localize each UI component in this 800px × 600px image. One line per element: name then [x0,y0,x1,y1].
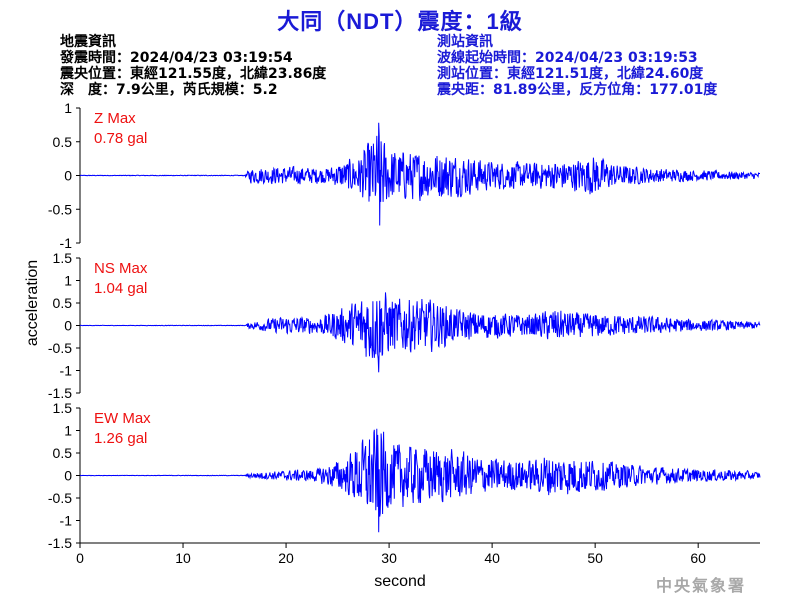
x-tick-label: 30 [381,550,397,566]
depth-magnitude: 深 度：7.9公里，芮氏規模：5.2 [60,82,278,98]
waveform-ew [79,428,761,533]
x-tick-label: 40 [484,550,500,566]
station-info-heading: 測站資訊 [437,34,493,50]
waveform-ns [79,292,761,373]
y-tick-label: 0 [64,468,72,484]
epicentral-distance: 震央距：81.89公里，反方位角：177.01度 [437,82,718,98]
max-label-ew: EW Max [94,410,151,427]
earthquake-info-heading: 地震資訊 [60,34,116,50]
y-tick-label: -1 [60,513,73,529]
station-location: 測站位置：東經121.51度，北緯24.60度 [437,66,704,82]
y-tick-label: 0.5 [53,445,73,461]
y-tick-label: 1 [64,423,72,439]
y-tick-label: 0.5 [53,134,73,150]
agency-name: 中央氣象署 [656,576,747,595]
y-tick-label: -1.5 [48,535,72,551]
max-value-ew: 1.26 gal [94,430,147,447]
y-tick-label: -1 [60,363,73,379]
y-axis-label: acceleration [24,260,41,346]
max-label-ns: NS Max [94,260,148,277]
x-tick-label: 50 [587,550,603,566]
y-tick-label: -1.5 [48,385,72,401]
y-tick-label: 1 [64,273,72,289]
max-label-z: Z Max [94,110,136,127]
y-tick-label: -0.5 [48,340,72,356]
y-tick-label: 0.5 [53,295,73,311]
origin-time: 發震時間：2024/04/23 03:19:54 [60,50,293,66]
epicenter-location: 震央位置：東經121.55度，北緯23.86度 [60,66,327,82]
y-tick-label: 0 [64,318,72,334]
x-tick-label: 20 [278,550,294,566]
y-tick-label: 0 [64,168,72,184]
y-tick-label: 1.5 [53,250,73,266]
x-tick-label: 10 [175,550,191,566]
y-tick-label: -0.5 [48,201,72,217]
max-value-ns: 1.04 gal [94,280,147,297]
y-tick-label: -0.5 [48,490,72,506]
x-tick-label: 0 [76,550,84,566]
x-tick-label: 60 [690,550,706,566]
y-tick-label: 1.5 [53,400,73,416]
waveform-start-time: 波線起始時間：2024/04/23 03:19:53 [437,50,698,66]
x-axis-label: second [374,573,426,590]
y-tick-label: -1 [60,235,73,251]
y-tick-label: 1 [64,100,72,116]
station-info: 測站資訊 波線起始時間：2024/04/23 03:19:53 測站位置：東經1… [437,34,717,98]
max-value-z: 0.78 gal [94,130,147,147]
earthquake-info: 地震資訊 發震時間：2024/04/23 03:19:54 震央位置：東經121… [60,34,326,98]
page-title: 大同（NDT）震度：1級 [277,9,523,34]
waveform-z [79,122,760,226]
